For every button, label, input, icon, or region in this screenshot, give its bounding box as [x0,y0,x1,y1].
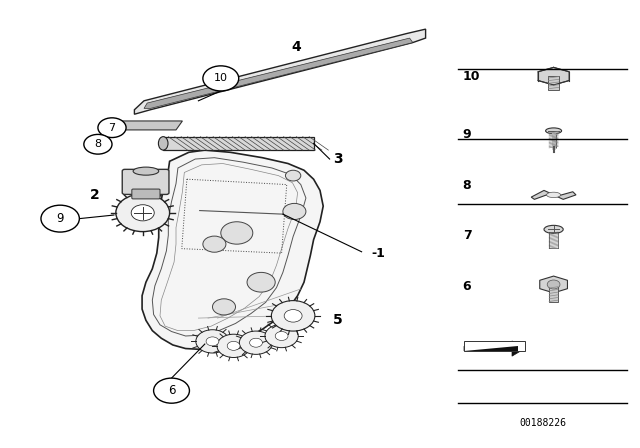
Circle shape [239,331,273,354]
Polygon shape [540,276,568,293]
FancyBboxPatch shape [132,189,160,199]
Circle shape [283,203,306,220]
Circle shape [271,301,315,331]
Text: 3: 3 [333,152,342,166]
Ellipse shape [106,121,114,130]
Text: 4: 4 [291,40,301,54]
Bar [464,341,525,351]
Polygon shape [144,38,413,108]
Circle shape [217,334,250,358]
Polygon shape [142,150,323,349]
Ellipse shape [544,225,563,233]
Circle shape [250,338,262,347]
Circle shape [284,310,302,322]
Text: 5: 5 [333,313,342,327]
Bar [548,76,559,90]
Text: 9: 9 [56,212,64,225]
Text: 8: 8 [94,139,102,149]
Polygon shape [538,67,569,85]
Polygon shape [464,341,525,356]
Circle shape [285,170,301,181]
Circle shape [247,272,275,292]
Text: 10: 10 [214,73,228,83]
Circle shape [227,341,240,350]
Text: 7: 7 [108,123,116,133]
Circle shape [203,66,239,91]
Bar [163,137,314,150]
Polygon shape [134,29,426,114]
Bar [549,284,558,302]
Text: 7: 7 [463,228,472,242]
Text: -1: -1 [371,246,385,260]
Text: 8: 8 [463,179,471,193]
Ellipse shape [133,167,159,175]
Polygon shape [531,190,576,199]
Text: 9: 9 [463,128,471,141]
Circle shape [547,280,560,289]
Circle shape [203,236,226,252]
Circle shape [84,134,112,154]
Circle shape [265,324,298,348]
Circle shape [206,337,219,346]
Circle shape [41,205,79,232]
Text: 10: 10 [463,69,480,83]
Circle shape [275,332,288,340]
Text: 2: 2 [90,188,99,202]
Circle shape [212,299,236,315]
Circle shape [131,205,154,221]
Text: 00188226: 00188226 [519,418,566,428]
Text: 6: 6 [168,384,175,397]
Circle shape [98,118,126,138]
Circle shape [221,222,253,244]
Ellipse shape [545,128,562,134]
Polygon shape [464,346,518,351]
Circle shape [196,330,229,353]
Text: 6: 6 [463,280,471,293]
Polygon shape [109,121,182,130]
Ellipse shape [158,137,168,150]
Ellipse shape [547,192,561,198]
Circle shape [116,194,170,232]
Circle shape [154,378,189,403]
FancyBboxPatch shape [122,169,169,194]
